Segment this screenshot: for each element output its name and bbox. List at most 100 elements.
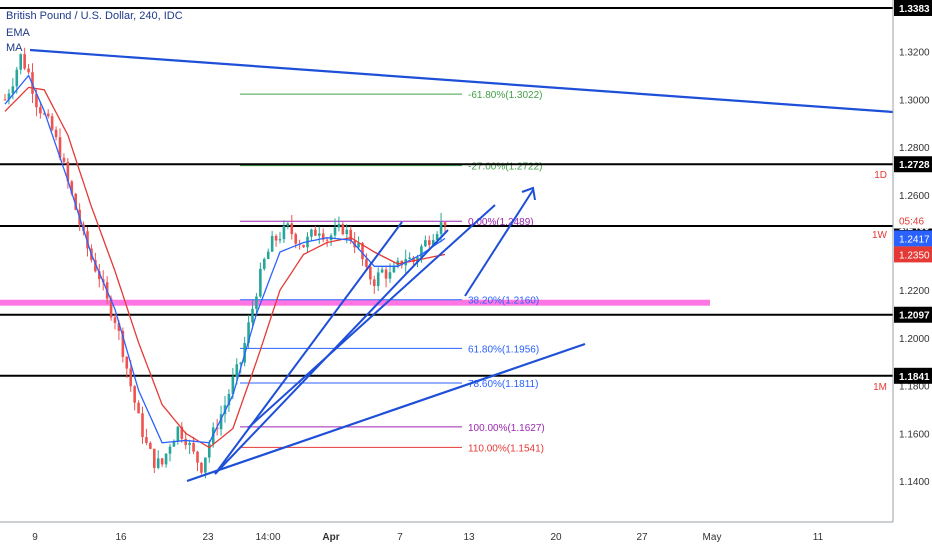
projection-arrow-line[interactable] — [464, 189, 534, 297]
candle-body[interactable] — [341, 224, 345, 235]
candle-body[interactable] — [317, 233, 321, 236]
candle-body[interactable] — [286, 223, 290, 226]
candle-body[interactable] — [125, 356, 129, 369]
price-tag[interactable] — [894, 246, 932, 263]
candle-body[interactable] — [325, 239, 329, 241]
time-axis[interactable]: 9 16 23 14:00 Apr 7 13 20 27 May 11 — [0, 521, 932, 550]
candle-body[interactable] — [109, 298, 113, 318]
lower-trendline[interactable] — [186, 342, 586, 483]
candle-body[interactable] — [97, 271, 101, 280]
fan-line-3[interactable] — [247, 204, 496, 429]
candle-body[interactable] — [302, 244, 305, 248]
candle-body[interactable] — [141, 413, 144, 438]
price-level-tag[interactable] — [894, 367, 932, 384]
candle-body[interactable] — [365, 259, 368, 267]
indicator-ma-label[interactable]: MA — [6, 42, 23, 54]
candle-body[interactable] — [443, 222, 447, 226]
candle-body[interactable] — [227, 393, 231, 406]
candle-body[interactable] — [121, 330, 125, 357]
candle-body[interactable] — [278, 239, 282, 241]
candle-body[interactable] — [333, 227, 337, 236]
candle-body[interactable] — [117, 322, 121, 331]
candle-body[interactable] — [231, 376, 235, 394]
candle-body[interactable] — [408, 257, 411, 259]
candle-body[interactable] — [345, 229, 349, 235]
candle-body[interactable] — [172, 440, 176, 447]
candle-body[interactable] — [3, 99, 7, 101]
candle-body[interactable] — [152, 448, 156, 468]
candle-body[interactable] — [66, 161, 70, 182]
candle-body[interactable] — [160, 458, 164, 465]
price-axis[interactable]: 1.3200 1.3000 1.2800 1.2600 1.2200 1.2000 1.18… — [892, 0, 932, 550]
candle-body[interactable] — [168, 446, 172, 454]
candle-body[interactable] — [427, 240, 431, 245]
candle-body[interactable] — [420, 246, 423, 258]
candle-body[interactable] — [372, 279, 376, 287]
candle-body[interactable] — [133, 386, 136, 403]
candle-body[interactable] — [380, 269, 384, 273]
candle-body[interactable] — [42, 113, 46, 115]
candle-body[interactable] — [392, 265, 396, 273]
candle-body[interactable] — [262, 259, 266, 269]
candle-body[interactable] — [54, 129, 58, 138]
indicator-ema-label[interactable]: EMA — [6, 27, 30, 39]
price-tag[interactable] — [894, 230, 932, 247]
candle-body[interactable] — [290, 223, 294, 235]
candle-body[interactable] — [247, 322, 250, 344]
candle-body[interactable] — [176, 426, 180, 441]
candle-body[interactable] — [270, 235, 274, 252]
trendlines-group[interactable] — [29, 48, 894, 483]
candle-body[interactable] — [192, 442, 195, 452]
candle-body[interactable] — [255, 296, 258, 309]
price-level-tag[interactable] — [894, 306, 932, 323]
candle-body[interactable] — [50, 116, 54, 130]
candle-body[interactable] — [113, 317, 117, 323]
candle-body[interactable] — [19, 54, 23, 70]
candle-body[interactable] — [435, 234, 439, 241]
candle-body[interactable] — [86, 231, 89, 249]
candle-body[interactable] — [15, 69, 19, 87]
candle-body[interactable] — [7, 93, 11, 100]
candle-body[interactable] — [200, 462, 203, 473]
candle-body[interactable] — [70, 181, 74, 194]
fan-line-1[interactable] — [214, 221, 403, 475]
candle-body[interactable] — [431, 240, 435, 245]
candle-body[interactable] — [46, 113, 50, 117]
candle-body[interactable] — [239, 362, 243, 365]
candle-body[interactable] — [207, 443, 211, 458]
candle-body[interactable] — [149, 442, 152, 449]
candle-body[interactable] — [439, 222, 443, 235]
price-level-tag[interactable] — [894, 0, 932, 16]
candle-body[interactable] — [58, 137, 62, 158]
candle-body[interactable] — [39, 107, 42, 114]
candle-body[interactable] — [180, 426, 184, 439]
candle-body[interactable] — [310, 229, 313, 237]
candle-body[interactable] — [145, 437, 148, 443]
candle-body[interactable] — [321, 233, 325, 240]
candle-body[interactable] — [235, 364, 239, 377]
candle-body[interactable] — [361, 243, 364, 260]
candle-body[interactable] — [35, 93, 38, 108]
candle-body[interactable] — [11, 86, 15, 94]
candle-body[interactable] — [23, 54, 26, 69]
candle-body[interactable] — [27, 68, 30, 73]
candle-body[interactable] — [349, 229, 353, 241]
candle-body[interactable] — [314, 229, 317, 236]
candle-body[interactable] — [137, 402, 140, 414]
support-zone[interactable] — [0, 299, 710, 306]
candle-body[interactable] — [282, 225, 286, 240]
candle-body[interactable] — [376, 272, 380, 287]
candle-body[interactable] — [219, 414, 223, 430]
candle-body[interactable] — [215, 427, 219, 430]
candle-body[interactable] — [188, 442, 191, 446]
candle-body[interactable] — [259, 268, 262, 297]
candle-body[interactable] — [412, 257, 415, 263]
candle-body[interactable] — [294, 234, 298, 244]
candle-body[interactable] — [129, 368, 133, 387]
candle-body[interactable] — [266, 251, 270, 260]
candle-body[interactable] — [384, 269, 388, 279]
candle-body[interactable] — [424, 240, 427, 247]
candle-body[interactable] — [164, 453, 168, 465]
price-tag[interactable] — [894, 212, 932, 229]
